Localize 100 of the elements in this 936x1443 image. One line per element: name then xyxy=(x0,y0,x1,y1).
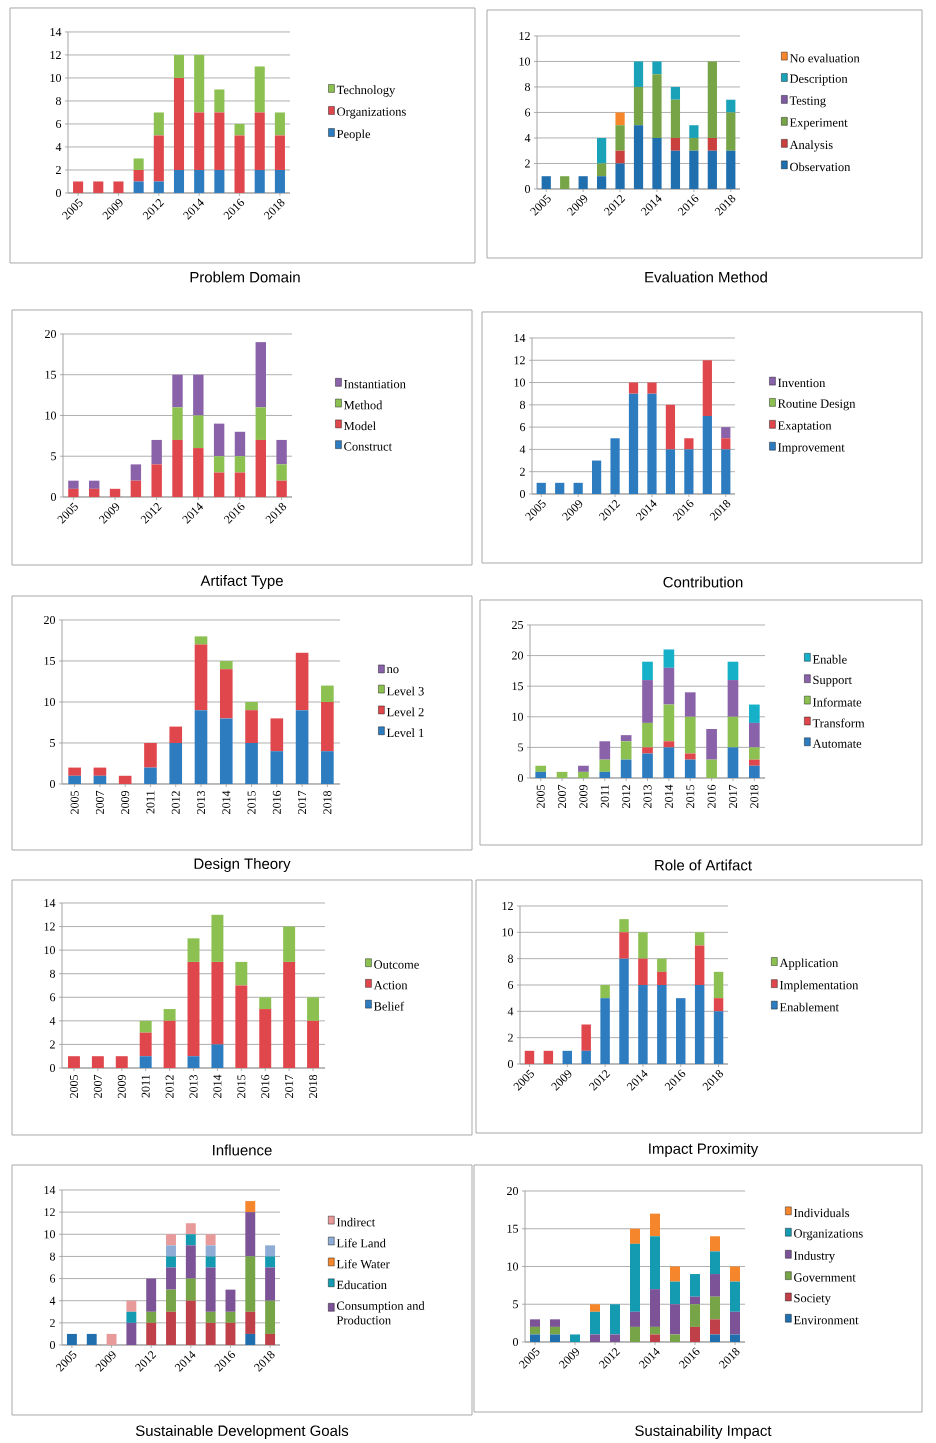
legend-label: Improvement xyxy=(778,443,845,455)
bar xyxy=(119,775,132,784)
legend-label: Industry xyxy=(794,1251,836,1263)
bar xyxy=(721,438,731,450)
bar xyxy=(615,112,625,126)
x-tick-label: 2005 xyxy=(70,1074,79,1098)
legend-label: Outcome xyxy=(374,960,420,969)
bar xyxy=(68,775,82,784)
bar xyxy=(535,765,547,772)
bar xyxy=(642,680,654,723)
bar xyxy=(214,456,225,473)
y-tick-label: 8 xyxy=(520,400,526,409)
x-tick-label: 2017 xyxy=(285,1074,294,1098)
bar xyxy=(154,181,165,193)
bar xyxy=(726,99,736,113)
bar xyxy=(276,464,288,481)
y-tick-label: 6 xyxy=(508,980,514,989)
bar xyxy=(714,971,724,999)
y-tick-label: 4 xyxy=(55,143,62,151)
x-tick-label: 2011 xyxy=(601,785,610,808)
bar xyxy=(573,482,584,494)
bar xyxy=(749,765,760,778)
legend-label: Construct xyxy=(344,442,393,451)
bar xyxy=(710,1251,721,1275)
bar xyxy=(707,137,718,151)
bar xyxy=(106,1333,117,1345)
bar xyxy=(714,1011,724,1064)
y-tick-label: 5 xyxy=(50,739,56,747)
bar xyxy=(666,404,676,450)
bar xyxy=(690,1296,701,1305)
bar xyxy=(225,1322,236,1345)
legend-label: Analysis xyxy=(789,140,833,152)
bar xyxy=(727,716,739,748)
bar xyxy=(296,710,309,784)
legend-label: Action xyxy=(374,981,408,990)
bar xyxy=(650,1334,661,1342)
bar xyxy=(600,984,611,999)
bar xyxy=(619,932,629,959)
bar xyxy=(621,741,632,760)
bar xyxy=(254,112,266,170)
bar xyxy=(726,112,736,151)
bar xyxy=(220,718,233,784)
bar xyxy=(187,938,200,962)
bar xyxy=(706,729,718,760)
legend-label: Level 2 xyxy=(387,707,424,717)
bar xyxy=(255,342,267,408)
bar xyxy=(630,1228,641,1244)
bar xyxy=(245,710,259,743)
legend-label: Enablement xyxy=(780,1002,840,1012)
y-tick-label: 0 xyxy=(50,1340,56,1350)
bar xyxy=(214,423,225,457)
bar xyxy=(270,718,284,752)
x-tick-label: 2007 xyxy=(96,790,105,814)
legend-label: Life Land xyxy=(337,1238,387,1248)
y-tick-label: 0 xyxy=(513,1337,519,1347)
bar xyxy=(650,1289,661,1327)
y-tick-label: 14 xyxy=(44,1186,56,1194)
bar xyxy=(151,439,163,465)
legend-label: Consumption and Production xyxy=(337,1301,425,1325)
bar xyxy=(174,169,185,193)
bar xyxy=(666,449,676,494)
y-tick-label: 20 xyxy=(44,615,56,625)
y-tick-label: 25 xyxy=(512,620,524,629)
y-tick-label: 0 xyxy=(525,184,531,193)
bar xyxy=(163,1020,176,1068)
bar xyxy=(68,767,82,776)
x-tick-label: 2013 xyxy=(189,1074,198,1098)
bar xyxy=(254,169,266,193)
bar xyxy=(133,181,144,193)
bar xyxy=(597,176,607,189)
bar xyxy=(727,680,739,717)
x-tick-label: 2011 xyxy=(141,1075,150,1098)
bar xyxy=(702,360,713,416)
bar xyxy=(92,1056,105,1068)
x-tick-label: 2018 xyxy=(309,1074,318,1098)
bar xyxy=(642,722,654,748)
y-tick-label: 4 xyxy=(49,1016,56,1025)
x-tick-label: 2013 xyxy=(643,784,652,808)
bar xyxy=(146,1278,157,1312)
bar xyxy=(592,460,602,494)
legend-label: Implementation xyxy=(780,980,859,992)
bar xyxy=(139,1056,152,1068)
bar xyxy=(695,984,705,1064)
y-tick-label: 10 xyxy=(512,712,524,721)
y-tick-label: 10 xyxy=(44,697,56,707)
legend-label: Experiment xyxy=(790,118,848,130)
bar xyxy=(560,176,570,189)
bar xyxy=(172,374,183,408)
bar xyxy=(634,61,644,87)
bar xyxy=(211,961,224,1045)
x-tick-label: 2005 xyxy=(70,790,79,814)
bar xyxy=(710,1296,721,1320)
bar xyxy=(307,1020,320,1068)
bar xyxy=(194,710,208,784)
y-tick-label: 2 xyxy=(508,1033,514,1042)
bar xyxy=(186,1300,197,1345)
bar xyxy=(146,1311,157,1323)
x-tick-label: 2005 xyxy=(536,784,545,808)
y-tick-label: 12 xyxy=(44,1208,56,1217)
bar xyxy=(702,415,713,494)
